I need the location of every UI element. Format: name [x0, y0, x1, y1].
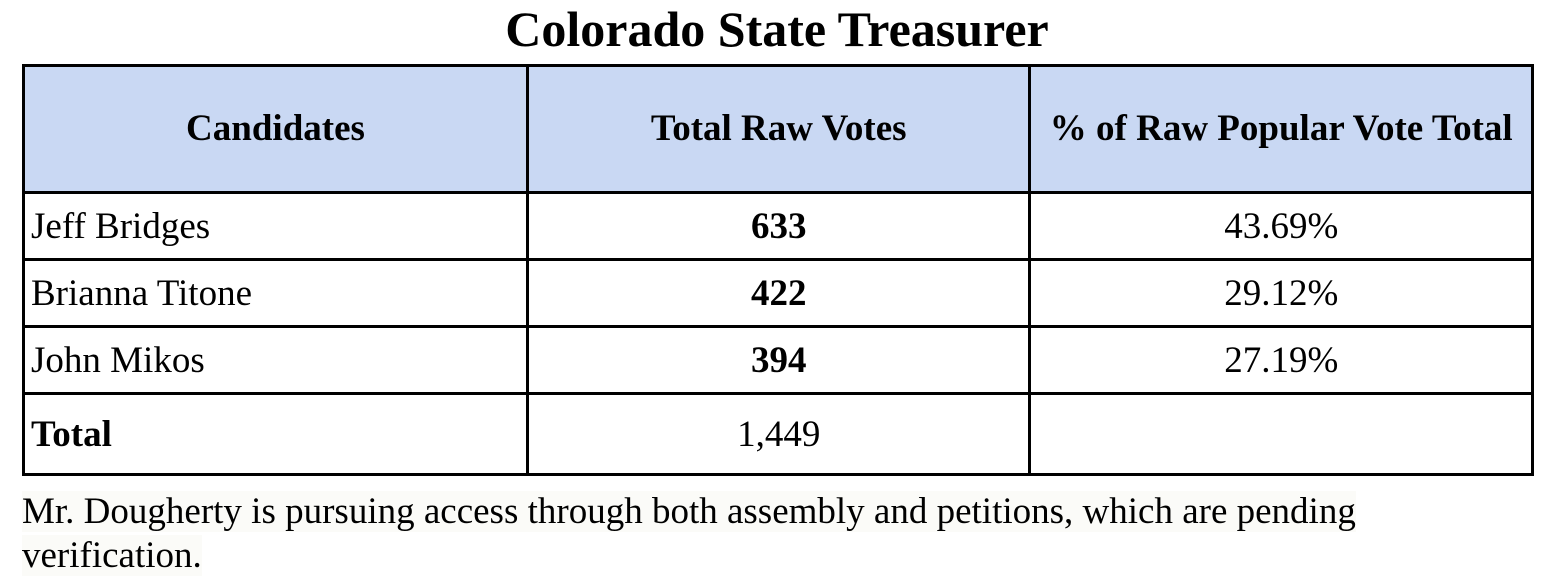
- total-label: Total: [22, 392, 529, 476]
- table-row: John Mikos 394 27.19%: [22, 325, 1534, 395]
- candidate-percent: 27.19%: [1028, 325, 1534, 395]
- total-row: Total 1,449: [22, 392, 1534, 476]
- total-votes: 1,449: [525, 392, 1032, 476]
- candidate-votes: 633: [525, 191, 1032, 261]
- page-title: Colorado State Treasurer: [505, 1, 1049, 57]
- results-table: Candidates Total Raw Votes % of Raw Popu…: [22, 64, 1534, 476]
- candidate-name: Brianna Titone: [22, 258, 529, 328]
- candidate-votes: 422: [525, 258, 1032, 328]
- candidate-votes: 394: [525, 325, 1032, 395]
- header-candidates: Candidates: [22, 64, 529, 194]
- table-header-row: Candidates Total Raw Votes % of Raw Popu…: [22, 64, 1534, 194]
- table-row: Brianna Titone 422 29.12%: [22, 258, 1534, 328]
- footnote-text: Mr. Dougherty is pursuing access through…: [22, 491, 1356, 576]
- header-total-raw-votes: Total Raw Votes: [525, 64, 1032, 194]
- candidate-percent: 29.12%: [1028, 258, 1534, 328]
- footnote: Mr. Dougherty is pursuing access through…: [22, 490, 1462, 578]
- candidate-name: John Mikos: [22, 325, 529, 395]
- candidate-percent: 43.69%: [1028, 191, 1534, 261]
- table-row: Jeff Bridges 633 43.69%: [22, 191, 1534, 261]
- header-percent-popular-vote: % of Raw Popular Vote Total: [1028, 64, 1534, 194]
- total-percent: [1028, 392, 1534, 476]
- candidate-name: Jeff Bridges: [22, 191, 529, 261]
